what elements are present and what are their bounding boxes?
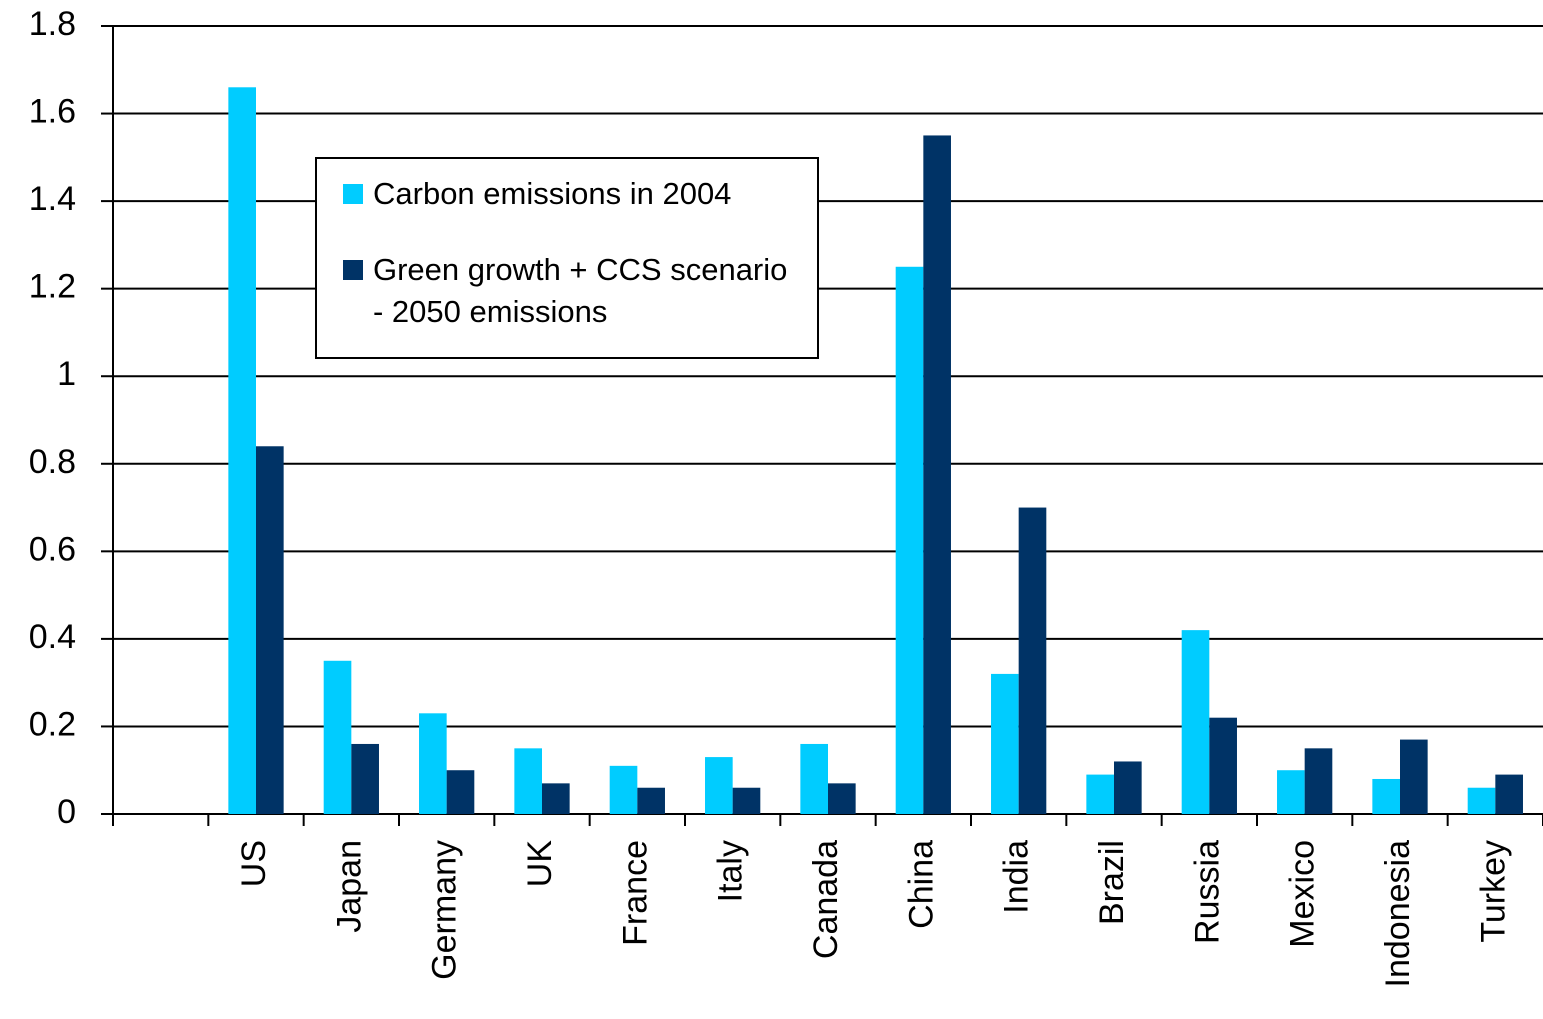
x-tick-label: China xyxy=(902,840,940,929)
bar xyxy=(419,713,447,814)
bar xyxy=(1372,778,1400,814)
bar xyxy=(542,783,570,814)
legend-label: Carbon emissions in 2004 xyxy=(373,176,732,211)
x-tick-label: India xyxy=(998,840,1036,914)
x-tick-label: Italy xyxy=(712,840,750,902)
bar xyxy=(1181,630,1210,814)
x-tick-label: UK xyxy=(521,840,559,888)
legend-entry: Green growth + CCS scenario - 2050 emiss… xyxy=(333,249,803,333)
bar xyxy=(705,757,733,814)
bar xyxy=(1467,787,1496,814)
bar xyxy=(828,783,856,814)
y-tick-label: 0 xyxy=(57,793,76,831)
bar xyxy=(609,765,638,814)
legend: Carbon emissions in 2004 Green growth + C… xyxy=(315,157,819,359)
bar xyxy=(923,135,951,814)
bar xyxy=(1400,739,1428,814)
x-tick-label: Germany xyxy=(426,840,464,980)
x-tick-label: Brazil xyxy=(1093,840,1131,925)
x-tick-label: Turkey xyxy=(1474,840,1512,943)
x-tick-label: Mexico xyxy=(1284,840,1322,948)
bar xyxy=(1086,774,1114,814)
y-tick-label: 1.8 xyxy=(29,5,76,43)
legend-swatch xyxy=(343,260,363,280)
y-tick-label: 1.2 xyxy=(29,268,76,306)
x-tick-label: Indonesia xyxy=(1379,840,1417,988)
x-tick-label: Japan xyxy=(330,840,368,933)
bar xyxy=(637,787,665,814)
y-tick-label: 1 xyxy=(57,355,76,393)
bar xyxy=(1114,761,1142,814)
legend-entry: Carbon emissions in 2004 xyxy=(333,173,803,215)
x-tick-label: Russia xyxy=(1188,840,1226,944)
bar xyxy=(256,446,284,814)
bar xyxy=(446,770,475,814)
legend-swatch xyxy=(343,184,363,204)
x-tick-label: US xyxy=(235,840,273,887)
y-tick-label: 0.8 xyxy=(29,443,76,481)
bar xyxy=(228,87,256,815)
y-tick-label: 1.4 xyxy=(29,180,76,218)
bar xyxy=(323,660,352,814)
x-tick-label: Canada xyxy=(807,840,845,959)
bar xyxy=(1304,748,1333,814)
bar xyxy=(1209,717,1237,814)
bar xyxy=(991,673,1019,814)
bar xyxy=(895,266,924,814)
y-tick-label: 0.2 xyxy=(29,705,76,743)
bar xyxy=(1495,774,1523,814)
bar xyxy=(1277,770,1305,814)
bar xyxy=(514,748,542,814)
bar xyxy=(732,787,761,814)
bar xyxy=(800,743,828,814)
bar xyxy=(1018,507,1047,814)
legend-label: Green growth + CCS scenario - 2050 emiss… xyxy=(373,252,788,329)
y-tick-label: 0.6 xyxy=(29,530,76,568)
x-tick-label: France xyxy=(616,840,654,946)
bar xyxy=(351,743,379,814)
y-tick-label: 0.4 xyxy=(29,618,76,656)
y-tick-label: 1.6 xyxy=(29,93,76,131)
